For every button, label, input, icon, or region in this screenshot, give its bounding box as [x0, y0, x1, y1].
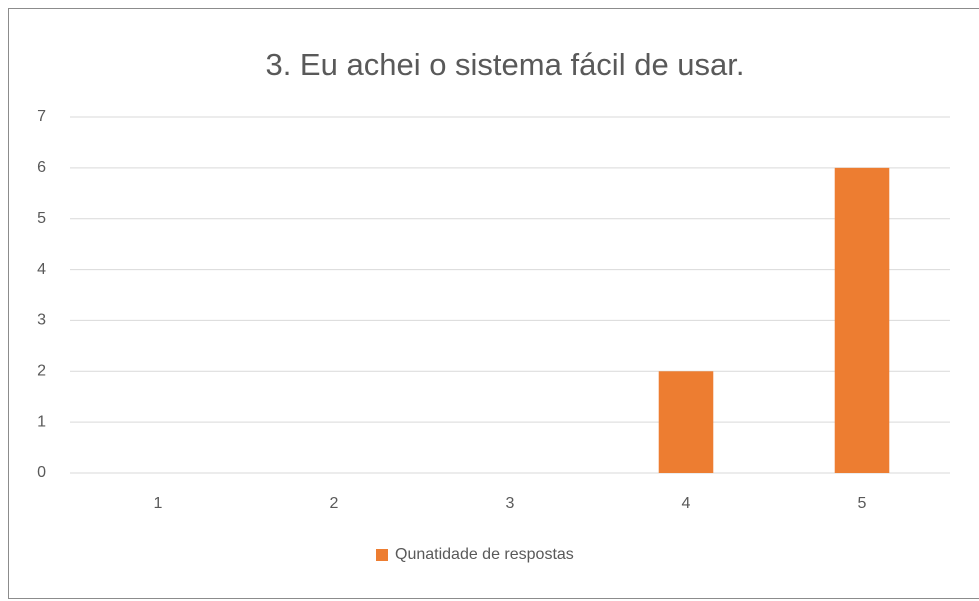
x-tick-label: 4	[682, 495, 691, 512]
x-tick-label: 5	[858, 495, 867, 512]
y-tick-label: 1	[37, 413, 46, 430]
bar	[658, 371, 714, 473]
chart-title: 3. Eu achei o sistema fácil de usar.	[265, 47, 744, 82]
y-tick-label: 6	[37, 159, 46, 176]
x-tick-label: 3	[506, 495, 515, 512]
y-tick-label: 0	[37, 464, 46, 481]
legend-label: Qunatidade de respostas	[395, 546, 574, 563]
y-tick-label: 2	[37, 363, 46, 380]
y-tick-label: 5	[37, 210, 46, 227]
legend-swatch	[376, 549, 388, 561]
y-tick-label: 7	[37, 108, 46, 125]
chart-border	[8, 8, 979, 599]
y-tick-label: 3	[37, 312, 46, 329]
x-tick-label: 2	[330, 495, 339, 512]
x-tick-label: 1	[154, 495, 163, 512]
bar	[834, 167, 890, 473]
y-tick-label: 4	[37, 261, 46, 278]
